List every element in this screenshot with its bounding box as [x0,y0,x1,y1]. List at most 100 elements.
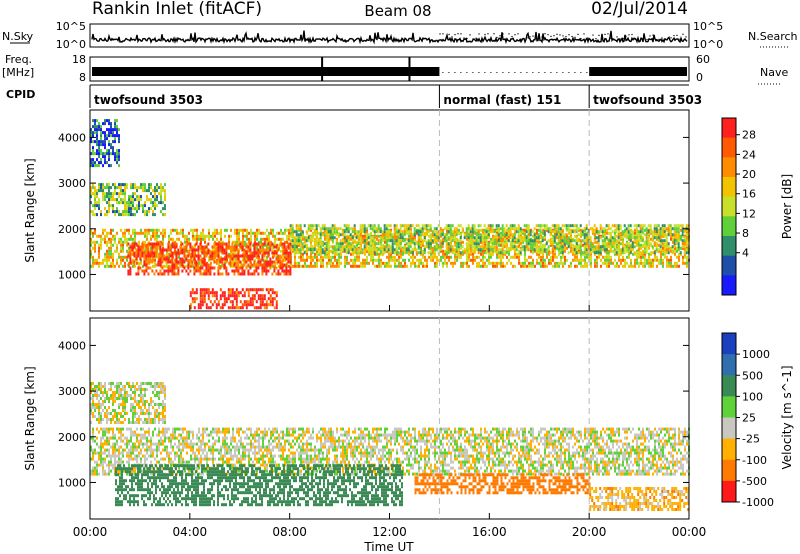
echo-cell [600,258,602,262]
echo-cell [539,242,542,246]
echo-cell [542,264,544,268]
echo-cell [94,198,96,202]
echo-cell [583,233,586,237]
echo-cell [331,245,334,249]
echo-cell [397,233,400,237]
echo-cell [576,264,578,268]
echo-cell [216,231,218,235]
echo-cell [189,242,192,246]
echo-cell [660,255,662,259]
echo-cell [527,236,530,240]
echo-cell [604,240,606,244]
echo-cell [450,231,452,235]
echo-cell [543,236,546,240]
echo-cell [267,269,270,273]
echo-cell [347,230,350,234]
echo-cell [112,149,114,153]
echo-cell [427,251,430,255]
nsearch-point [487,33,489,35]
echo-cell [256,228,258,232]
echo-cell [137,269,140,273]
echo-cell [377,242,380,246]
echo-cell [175,251,178,255]
echo-cell [385,239,388,243]
echo-cell [389,239,392,243]
echo-cell [270,228,272,232]
echo-cell [604,255,606,259]
echo-cell [467,242,470,246]
echo-cell [300,255,302,259]
echo-cell [554,255,556,259]
echo-cell [515,248,518,252]
echo-cell [96,204,98,208]
echo-cell [594,240,596,244]
echo-cell [272,234,274,238]
echo-cell [672,234,674,238]
echo-cell [623,248,626,252]
echo-cell [126,210,128,214]
echo-cell [122,183,124,187]
echo-cell [141,248,144,252]
echo-cell [467,248,470,252]
echo-cell [484,228,486,232]
echo-cell [149,257,152,261]
echo-cell [356,255,358,259]
echo-cell [670,258,672,262]
echo-cell [199,269,202,273]
echo-cell [609,227,612,231]
echo-cell [438,246,440,250]
echo-cell [439,239,442,243]
echo-cell [263,251,266,255]
echo-cell [276,255,278,259]
echo-cell [104,252,106,256]
echo-cell [599,230,602,234]
echo-cell [533,236,536,240]
echo-cell [266,243,268,247]
echo-cell [152,204,154,208]
echo-cell [524,249,526,253]
echo-cell [259,251,262,255]
echo-cell [625,236,628,240]
echo-cell [118,140,120,144]
echo-cell [259,288,262,292]
echo-cell [108,258,110,262]
echo-cell [651,251,654,255]
echo-cell [371,227,374,231]
echo-cell [344,261,346,265]
echo-cell [504,234,506,238]
nsearch-point [670,37,672,39]
echo-cell [276,243,278,247]
echo-cell [106,192,108,196]
echo-cell [138,195,140,199]
echo-cell [145,260,148,264]
echo-cell [213,266,216,270]
echo-cell [227,288,230,292]
echo-cell [192,228,194,232]
echo-cell [211,251,214,255]
echo-cell [277,254,280,258]
echo-cell [120,198,122,202]
echo-cell [659,245,662,249]
echo-cell [158,201,160,205]
echo-cell [187,251,190,255]
echo-cell [519,236,522,240]
echo-cell [586,264,588,268]
echo-cell [221,291,224,295]
echo-cell [225,254,228,258]
echo-cell [347,224,350,228]
echo-cell [390,258,392,262]
freq-band-2 [589,67,687,76]
echo-cell [106,149,108,153]
echo-cell [430,252,432,256]
echo-cell [158,186,160,190]
echo-cell [243,291,246,295]
echo-cell [436,231,438,235]
echo-cell [110,128,112,132]
echo-cell [297,248,300,252]
echo-cell [201,300,204,304]
echo-cell [398,252,400,256]
nsearch-point [568,34,570,36]
echo-cell [160,201,162,205]
echo-cell [666,228,668,232]
echo-cell [141,245,144,249]
